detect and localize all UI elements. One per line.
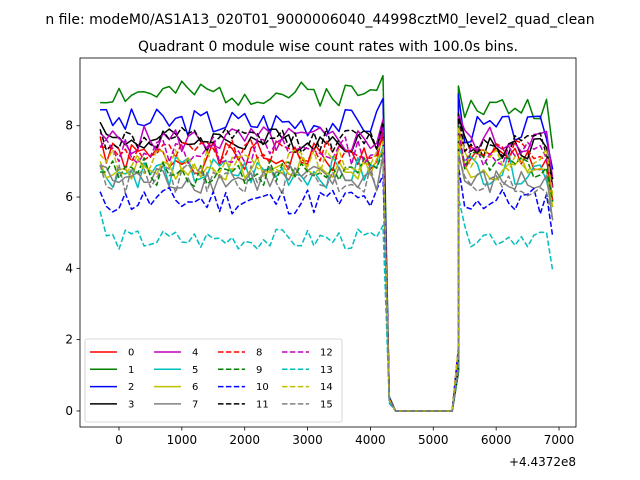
figure-suptitle: n file: modeM0/AS1A13_020T01_9000006040_… bbox=[45, 12, 594, 28]
legend-label-11: 11 bbox=[256, 399, 269, 410]
chart-title: Quadrant 0 module wise count rates with … bbox=[138, 39, 518, 55]
x-tick-label: 2000 bbox=[229, 433, 260, 447]
y-axis-ticks: 0 2 4 6 8 bbox=[65, 119, 80, 418]
legend-label-6: 6 bbox=[192, 382, 198, 393]
x-axis-ticks: 0 1000 2000 3000 4000 5000 6000 7000 bbox=[115, 427, 574, 447]
x-tick-label: 6000 bbox=[481, 433, 512, 447]
axes-frame bbox=[79, 57, 577, 428]
legend-box bbox=[84, 338, 343, 423]
series-line-11 bbox=[99, 112, 554, 412]
y-tick-label: 2 bbox=[65, 333, 73, 347]
legend-label-8: 8 bbox=[256, 348, 262, 359]
x-axis-offset-label: +4.4372e8 bbox=[509, 455, 576, 469]
y-tick-label: 4 bbox=[65, 261, 73, 275]
legend-label-1: 1 bbox=[128, 365, 134, 376]
y-tick-label: 8 bbox=[65, 119, 73, 133]
legend-label-3: 3 bbox=[128, 399, 134, 410]
legend-label-7: 7 bbox=[192, 399, 198, 410]
x-tick-label: 7000 bbox=[544, 433, 575, 447]
x-tick-label: 5000 bbox=[418, 433, 449, 447]
series-line-10 bbox=[99, 165, 554, 412]
legend-label-2: 2 bbox=[128, 382, 134, 393]
series-layer bbox=[99, 74, 554, 412]
series-line-2 bbox=[100, 93, 554, 412]
legend-label-10: 10 bbox=[256, 382, 269, 393]
x-tick-label: 0 bbox=[115, 433, 123, 447]
y-tick-label: 6 bbox=[65, 190, 73, 204]
series-line-15 bbox=[99, 152, 554, 412]
series-line-3 bbox=[99, 115, 554, 412]
legend-label-13: 13 bbox=[320, 365, 333, 376]
x-tick-label: 3000 bbox=[292, 433, 323, 447]
legend-label-9: 9 bbox=[256, 365, 262, 376]
series-line-1 bbox=[100, 74, 554, 412]
y-tick-label: 0 bbox=[65, 404, 73, 418]
legend-label-12: 12 bbox=[320, 348, 333, 359]
legend-label-5: 5 bbox=[192, 365, 198, 376]
series-line-14 bbox=[99, 126, 554, 412]
axes-border bbox=[79, 57, 577, 428]
legend-label-4: 4 bbox=[192, 348, 198, 359]
series-line-12 bbox=[99, 127, 554, 412]
series-line-7 bbox=[99, 151, 554, 412]
legend-label-0: 0 bbox=[128, 348, 134, 359]
series-line-13 bbox=[99, 196, 554, 412]
x-tick-label: 4000 bbox=[355, 433, 386, 447]
series-line-5 bbox=[99, 145, 554, 412]
legend-label-14: 14 bbox=[320, 382, 333, 393]
x-tick-label: 1000 bbox=[167, 433, 198, 447]
legend-label-15: 15 bbox=[320, 399, 333, 410]
